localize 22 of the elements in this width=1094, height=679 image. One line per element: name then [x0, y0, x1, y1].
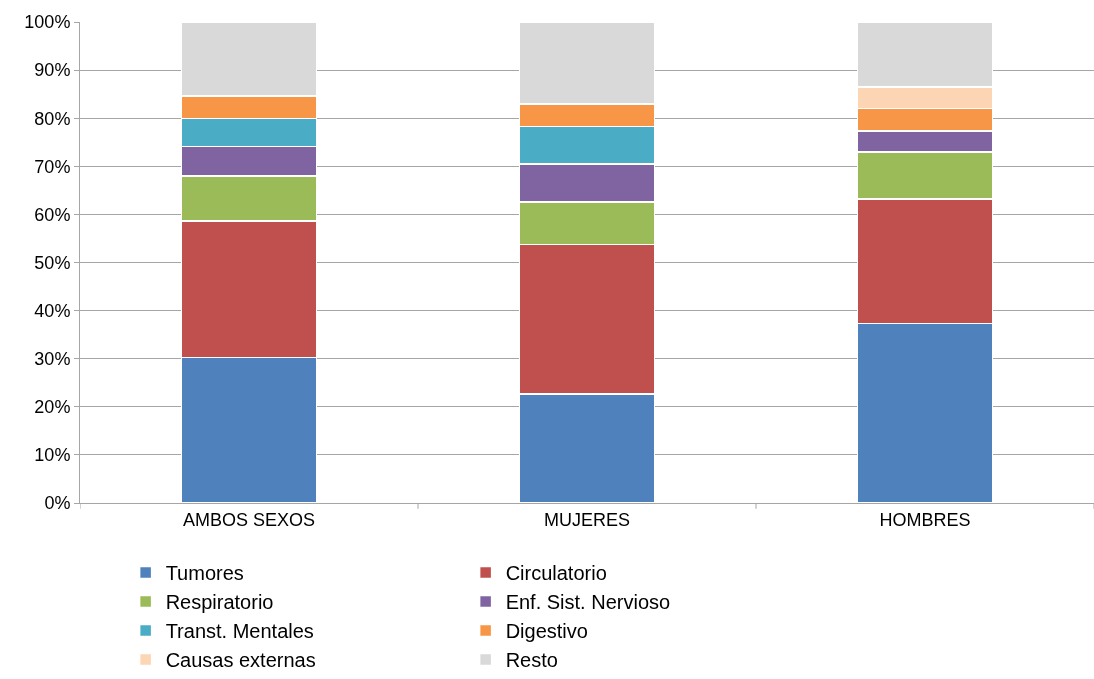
legend-label: Digestivo — [505, 620, 588, 643]
y-tick-label: 10% — [34, 445, 71, 466]
legend-label: Circulatorio — [505, 562, 607, 585]
legend-label: Respiratorio — [165, 591, 274, 614]
legend-label: Resto — [505, 649, 558, 672]
y-tick-label: 20% — [34, 397, 71, 418]
legend-label: Enf. Sist. Nervioso — [505, 591, 671, 614]
y-tick-label: 70% — [34, 156, 71, 177]
legend-label: Transt. Mentales — [165, 620, 314, 643]
x-tick-label: AMBOS SEXOS — [182, 509, 316, 530]
x-tick-label: HOMBRES — [879, 509, 971, 530]
legend-label: Causas externas — [165, 649, 316, 672]
legend-label: Tumores — [165, 562, 244, 585]
y-tick-label: 50% — [34, 252, 71, 273]
y-tick-label: 100% — [24, 12, 71, 33]
y-tick-label: 30% — [34, 349, 71, 369]
y-tick-label: 90% — [34, 60, 71, 81]
y-tick-label: 40% — [34, 300, 71, 321]
y-tick-label: 60% — [34, 204, 71, 225]
y-tick-label: 80% — [34, 108, 71, 129]
y-tick-label: 0% — [44, 493, 71, 514]
x-tick-label: MUJERES — [543, 509, 631, 530]
